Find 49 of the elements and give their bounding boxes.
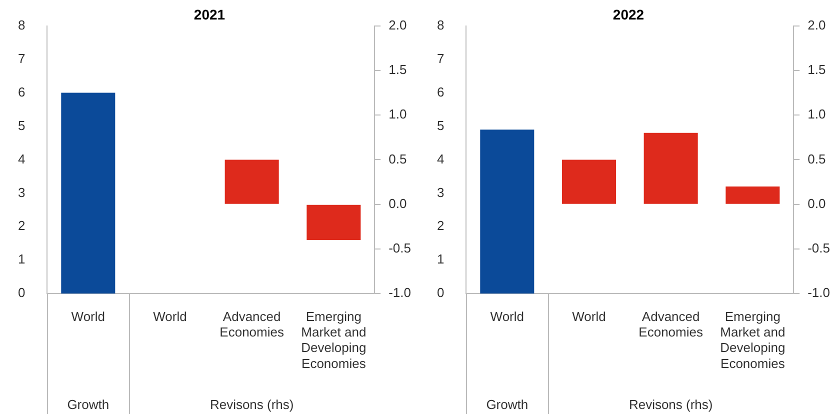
y-tick-label: 8: [436, 17, 444, 32]
y2-tick-label: 0.5: [808, 151, 826, 166]
y2-tick-label: 1.0: [388, 106, 407, 122]
chart-title: 2021: [194, 6, 226, 22]
x-tick-label: Emerging Market and Developing Economies: [301, 308, 366, 371]
chart-title: 2022: [612, 6, 644, 22]
y2-tick-label: -0.5: [388, 240, 412, 256]
y-tick-label: 6: [18, 84, 26, 100]
x-tick-label: Advanced Economies: [220, 308, 284, 340]
y-tick-label: 3: [436, 184, 444, 200]
bar: [726, 186, 780, 204]
bar: [644, 132, 698, 204]
x-tick-label: Advanced Economies: [638, 308, 704, 340]
x-tick-label: World: [71, 308, 106, 324]
y-tick-label: 2: [436, 218, 444, 234]
y-tick-label: 4: [436, 151, 444, 166]
y-tick-label: 0: [436, 285, 444, 300]
x-tick-label: World: [572, 308, 606, 324]
x-tick-label: World: [153, 308, 187, 324]
bar: [562, 160, 616, 204]
y2-tick-label: 1.5: [808, 62, 826, 78]
y2-tick-label: -0.5: [808, 240, 830, 256]
y2-tick-label: 1.5: [388, 62, 407, 78]
y-tick-label: 5: [18, 118, 26, 133]
text: Revisons (rhs): [210, 397, 294, 412]
y-tick-label: 7: [436, 50, 444, 66]
y2-tick-label: 0.0: [388, 196, 407, 211]
y-tick-label: 3: [18, 184, 26, 200]
y2-tick-label: 0.0: [808, 196, 826, 211]
y-tick-label: 1: [18, 252, 26, 267]
y-tick-label: 6: [436, 84, 444, 100]
y2-tick-label: 1.0: [808, 106, 826, 122]
y2-tick-label: -1.0: [808, 285, 830, 300]
text: Growth: [67, 397, 110, 412]
x-tick-label: World: [490, 308, 524, 324]
y-tick-label: 4: [18, 151, 26, 166]
y-tick-label: 0: [18, 285, 26, 300]
text: Growth: [486, 397, 528, 412]
y-tick-label: 1: [436, 252, 444, 267]
y-tick-label: 2: [18, 218, 26, 234]
y2-tick-label: 2.0: [388, 17, 407, 32]
x-tick-label: Emerging Market and Developing Economies: [720, 308, 786, 371]
y2-tick-label: 2.0: [808, 17, 826, 32]
text: Revisons (rhs): [628, 397, 713, 412]
y2-tick-label: 0.5: [388, 151, 407, 166]
y-tick-label: 7: [18, 50, 26, 66]
y-tick-label: 5: [436, 118, 444, 133]
y2-tick-label: -1.0: [388, 285, 412, 300]
y-tick-label: 8: [18, 17, 26, 32]
